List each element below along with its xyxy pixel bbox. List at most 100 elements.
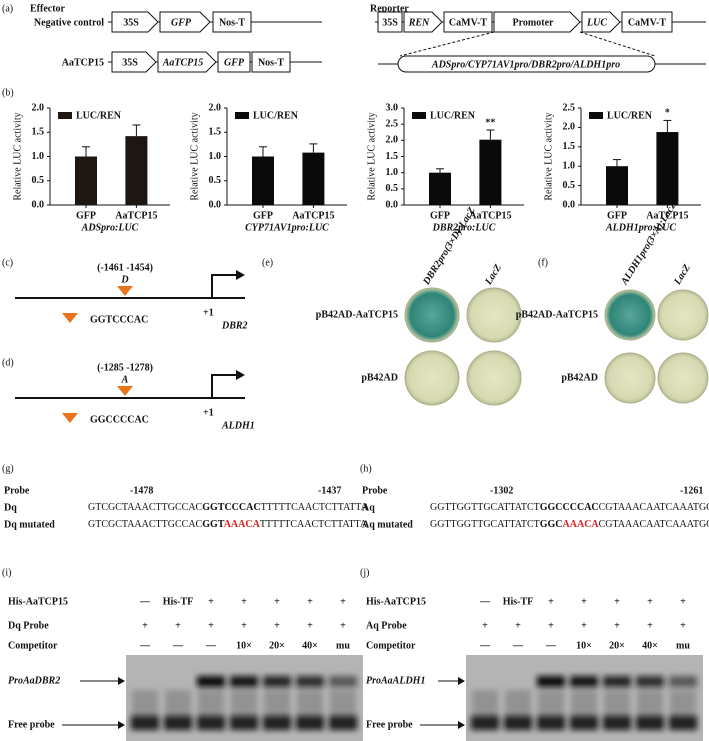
motif-sequence: GGCCCCAC (90, 414, 149, 425)
y-tick-label: 1.5 (209, 127, 222, 138)
y-tick-label: 0.0 (209, 199, 222, 210)
gene-label: DBR2 (221, 320, 248, 331)
probe-label: Probe (362, 485, 388, 496)
lane-label: + (647, 596, 653, 607)
probe-start: -1302 (490, 485, 513, 496)
probe-end: -1437 (318, 485, 341, 496)
bar (479, 139, 502, 205)
lane-label: 40× (302, 640, 318, 651)
sequence-name: Aq (362, 502, 375, 513)
binding-site (117, 286, 133, 296)
sequence: GTCGCTAAACTTGCCACGGTCCCACTTTTTCAACTCTTAT… (88, 502, 369, 513)
sequence-segment: GGTCCCAC (202, 502, 260, 513)
construct-arrow (581, 11, 621, 33)
construct-part: GFP (171, 17, 192, 28)
panel-label: (e) (262, 257, 273, 268)
lane-label: — (545, 640, 557, 651)
construct-arrow (111, 51, 157, 73)
element: A (121, 374, 129, 385)
yeast-colony (657, 289, 709, 341)
legend-swatch (412, 112, 426, 119)
lane-label: + (581, 596, 587, 607)
tss-arrowhead (236, 270, 245, 280)
element: D (120, 274, 128, 285)
y-tick-label: 1.0 (563, 160, 576, 171)
x-tick-label: AaTCP15 (292, 210, 334, 221)
lane-label: — (479, 640, 491, 651)
shift-band (197, 676, 225, 687)
shift-band (263, 676, 291, 687)
lane-label: 20× (609, 640, 625, 651)
y-axis-label: Relative LUC activity (366, 112, 377, 200)
legend-swatch (589, 112, 603, 119)
lane-label: + (515, 620, 521, 631)
lane-label: + (482, 620, 488, 631)
lane-label: 20× (269, 640, 285, 651)
free-probe-band (537, 716, 565, 730)
free-probe-band (164, 716, 192, 730)
x-tick-label: GFP (607, 210, 627, 221)
construct-box (377, 11, 403, 33)
bar (302, 152, 325, 205)
lane-label: — (172, 640, 184, 651)
y-tick-label: 0.0 (32, 199, 45, 210)
significance: ** (485, 117, 495, 128)
panel-label: (g) (2, 463, 14, 474)
tss-arrowhead (236, 370, 245, 380)
sequence-segment: AAACA (224, 519, 261, 530)
lane-label: 40× (642, 640, 658, 651)
yeast-colony (466, 287, 522, 343)
legend-swatch (58, 112, 72, 119)
bar (125, 136, 148, 205)
construct-part: CaMV-T (449, 17, 487, 28)
section-title: Effector (30, 3, 66, 14)
x-axis-label: DBR2pro:LUC (432, 222, 496, 233)
row-label: Competitor (8, 640, 58, 651)
yeast-colony (404, 287, 460, 343)
construct-box (443, 11, 493, 33)
bar (429, 172, 451, 205)
lane-label: + (680, 596, 686, 607)
promoter-box (397, 55, 656, 73)
y-tick-label: 2.0 (386, 135, 399, 146)
significance: * (665, 108, 670, 119)
lane-label: + (274, 596, 280, 607)
error-bar (259, 146, 267, 157)
shift-band (603, 676, 631, 687)
lane-label: — (512, 640, 524, 651)
y-tick-label: 0.5 (32, 175, 45, 186)
sequence: GGTTGGTTGCATTATCTGGCAAACACGTAAACAATCAAAT… (430, 519, 709, 530)
row-label: His-AaTCP15 (366, 596, 426, 607)
lane-label: + (175, 620, 181, 631)
lane-label: + (548, 620, 554, 631)
construct-part: REN (408, 17, 430, 28)
lane-label: 10× (236, 640, 252, 651)
y-tick-label: 2.0 (209, 102, 222, 113)
y-tick-label: 1.0 (32, 151, 45, 162)
panel-label: (j) (360, 567, 369, 578)
legend-swatch (235, 112, 249, 119)
panel-label: (a) (2, 3, 13, 14)
lane-label: + (614, 620, 620, 631)
error-bar (613, 159, 621, 167)
construct-part: Nos-T (219, 17, 245, 28)
panel-label: (d) (2, 357, 14, 368)
y-tick-label: 2.0 (563, 122, 576, 133)
legend-label: LUC/REN (76, 110, 122, 121)
sequence: GGTTGGTTGCATTATCTGGCCCCACCGTAAACAATCAAAT… (430, 502, 709, 513)
free-probe-band (570, 716, 598, 730)
lane-label: + (241, 620, 247, 631)
band-label: Free probe (366, 719, 413, 730)
gene-label: ALDH1 (221, 420, 255, 431)
row-label: pB42AD (361, 372, 398, 383)
lane-label: — (139, 640, 151, 651)
panel-label: (c) (2, 257, 13, 268)
band-label: ProAaDBR2 (8, 675, 60, 686)
construct-part: 35S (123, 17, 139, 28)
lane-label: — (479, 596, 491, 607)
band-label: Free probe (8, 719, 55, 730)
sequence-segment: CGTAAACAATCAAATGC (599, 519, 709, 530)
lane-label: + (614, 596, 620, 607)
construct-box (212, 11, 252, 33)
